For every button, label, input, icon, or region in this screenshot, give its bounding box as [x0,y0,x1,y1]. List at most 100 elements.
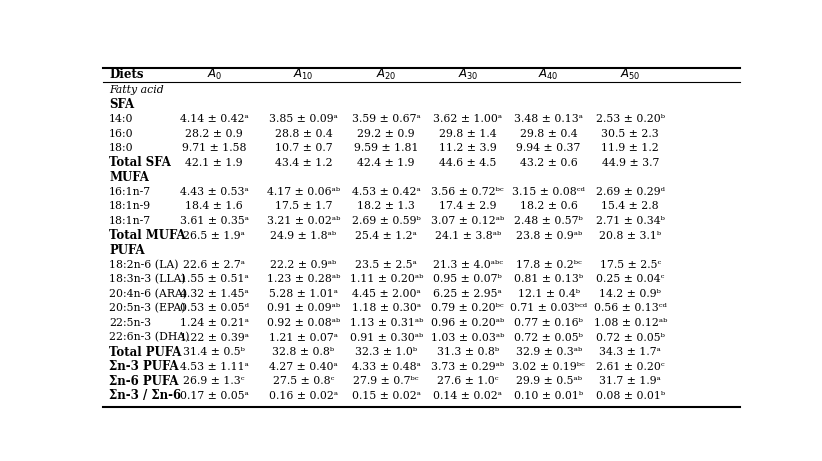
Text: Σn-3 / Σn-6: Σn-3 / Σn-6 [109,390,181,402]
Text: 0.08 ± 0.01ᵇ: 0.08 ± 0.01ᵇ [596,391,665,401]
Text: Diets: Diets [109,68,144,81]
Text: 31.3 ± 0.8ᵇ: 31.3 ± 0.8ᵇ [436,347,499,357]
Text: 0.91 ± 0.09ᵃᵇ: 0.91 ± 0.09ᵃᵇ [267,303,340,313]
Text: 32.8 ± 0.8ᵇ: 32.8 ± 0.8ᵇ [272,347,335,357]
Text: 4.32 ± 1.45ᵃ: 4.32 ± 1.45ᵃ [180,289,248,299]
Text: 3.15 ± 0.08ᶜᵈ: 3.15 ± 0.08ᶜᵈ [512,187,585,197]
Text: 22.6 ± 2.7ᵃ: 22.6 ± 2.7ᵃ [183,260,245,270]
Text: 1.24 ± 0.21ᵃ: 1.24 ± 0.21ᵃ [180,318,249,328]
Text: 31.4 ± 0.5ᵇ: 31.4 ± 0.5ᵇ [183,347,245,357]
Text: 24.9 ± 1.8ᵃᵇ: 24.9 ± 1.8ᵃᵇ [270,230,336,241]
Text: 0.72 ± 0.05ᵇ: 0.72 ± 0.05ᵇ [596,332,665,343]
Text: 0.72 ± 0.05ᵇ: 0.72 ± 0.05ᵇ [515,332,583,343]
Text: 30.5 ± 2.3: 30.5 ± 2.3 [602,129,659,139]
Text: 0.14 ± 0.02ᵃ: 0.14 ± 0.02ᵃ [433,391,502,401]
Text: 0.25 ± 0.04ᶜ: 0.25 ± 0.04ᶜ [596,274,664,284]
Text: 0.53 ± 0.05ᵈ: 0.53 ± 0.05ᵈ [180,303,249,313]
Text: 0.96 ± 0.20ᵃᵇ: 0.96 ± 0.20ᵃᵇ [432,318,505,328]
Text: 3.48 ± 0.13ᵃ: 3.48 ± 0.13ᵃ [515,114,583,124]
Text: 42.4 ± 1.9: 42.4 ± 1.9 [358,158,415,168]
Text: 4.17 ± 0.06ᵃᵇ: 4.17 ± 0.06ᵃᵇ [267,187,340,197]
Text: 4.53 ± 0.42ᵃ: 4.53 ± 0.42ᵃ [352,187,421,197]
Text: $A_{40}$: $A_{40}$ [538,67,559,83]
Text: 20:5n-3 (EPA): 20:5n-3 (EPA) [109,303,186,313]
Text: 0.10 ± 0.01ᵇ: 0.10 ± 0.01ᵇ [514,391,584,401]
Text: 11.2 ± 3.9: 11.2 ± 3.9 [439,143,496,153]
Text: 25.4 ± 1.2ᵃ: 25.4 ± 1.2ᵃ [355,230,418,241]
Text: $A_{50}$: $A_{50}$ [620,67,640,83]
Text: $A_{20}$: $A_{20}$ [376,67,396,83]
Text: 28.2 ± 0.9: 28.2 ± 0.9 [185,129,243,139]
Text: 4.43 ± 0.53ᵃ: 4.43 ± 0.53ᵃ [180,187,248,197]
Text: 6.25 ± 2.95ᵃ: 6.25 ± 2.95ᵃ [433,289,502,299]
Text: 18:3n-3 (LLA): 18:3n-3 (LLA) [109,274,186,284]
Text: 11.9 ± 1.2: 11.9 ± 1.2 [602,143,659,153]
Text: 0.81 ± 0.13ᵇ: 0.81 ± 0.13ᵇ [514,274,584,284]
Text: 32.3 ± 1.0ᵇ: 32.3 ± 1.0ᵇ [355,347,418,357]
Text: 0.92 ± 0.08ᵃᵇ: 0.92 ± 0.08ᵃᵇ [267,318,340,328]
Text: 3.73 ± 0.29ᵃᵇ: 3.73 ± 0.29ᵃᵇ [432,362,505,372]
Text: 2.71 ± 0.34ᵇ: 2.71 ± 0.34ᵇ [596,216,665,226]
Text: 0.95 ± 0.07ᵇ: 0.95 ± 0.07ᵇ [433,274,502,284]
Text: PUFA: PUFA [109,244,145,257]
Text: 14:0: 14:0 [109,114,134,124]
Text: 4.45 ± 2.00ᵃ: 4.45 ± 2.00ᵃ [352,289,421,299]
Text: 29.9 ± 0.5ᵃᵇ: 29.9 ± 0.5ᵃᵇ [515,376,582,386]
Text: 0.79 ± 0.20ᵇᶜ: 0.79 ± 0.20ᵇᶜ [432,303,504,313]
Text: 31.7 ± 1.9ᵃ: 31.7 ± 1.9ᵃ [599,376,661,386]
Text: SFA: SFA [109,98,134,111]
Text: 18.4 ± 1.6: 18.4 ± 1.6 [185,201,243,212]
Text: 16:1n-7: 16:1n-7 [109,187,151,197]
Text: 18.2 ± 0.6: 18.2 ± 0.6 [520,201,578,212]
Text: 3.07 ± 0.12ᵃᵇ: 3.07 ± 0.12ᵃᵇ [432,216,505,226]
Text: 17.5 ± 1.7: 17.5 ± 1.7 [275,201,332,212]
Text: 1.22 ± 0.39ᵃ: 1.22 ± 0.39ᵃ [180,332,249,343]
Text: 22:5n-3: 22:5n-3 [109,318,151,328]
Text: 18.2 ± 1.3: 18.2 ± 1.3 [358,201,415,212]
Text: 17.5 ± 2.5ᶜ: 17.5 ± 2.5ᶜ [599,260,661,270]
Text: 44.6 ± 4.5: 44.6 ± 4.5 [439,158,496,168]
Text: 9.94 ± 0.37: 9.94 ± 0.37 [516,143,581,153]
Text: 23.8 ± 0.9ᵃᵇ: 23.8 ± 0.9ᵃᵇ [515,230,582,241]
Text: Total SFA: Total SFA [109,156,171,169]
Text: 3.61 ± 0.35ᵃ: 3.61 ± 0.35ᵃ [180,216,249,226]
Text: 29.8 ± 0.4: 29.8 ± 0.4 [520,129,578,139]
Text: 21.3 ± 4.0ᵃᵇᶜ: 21.3 ± 4.0ᵃᵇᶜ [432,260,503,270]
Text: 1.23 ± 0.28ᵃᵇ: 1.23 ± 0.28ᵃᵇ [266,274,340,284]
Text: 43.4 ± 1.2: 43.4 ± 1.2 [275,158,332,168]
Text: 0.71 ± 0.03ᵇᶜᵈ: 0.71 ± 0.03ᵇᶜᵈ [510,303,587,313]
Text: 18:2n-6 (LA): 18:2n-6 (LA) [109,260,178,270]
Text: 20:4n-6 (ARA): 20:4n-6 (ARA) [109,289,187,299]
Text: 29.2 ± 0.9: 29.2 ± 0.9 [358,129,415,139]
Text: 15.4 ± 2.8: 15.4 ± 2.8 [602,201,659,212]
Text: 22:6n-3 (DHA): 22:6n-3 (DHA) [109,332,190,343]
Text: Fatty acid: Fatty acid [109,85,164,95]
Text: 22.2 ± 0.9ᵃᵇ: 22.2 ± 0.9ᵃᵇ [270,260,336,270]
Text: 2.61 ± 0.20ᶜ: 2.61 ± 0.20ᶜ [596,362,664,372]
Text: 34.3 ± 1.7ᵃ: 34.3 ± 1.7ᵃ [599,347,661,357]
Text: 1.11 ± 0.20ᵃᵇ: 1.11 ± 0.20ᵃᵇ [349,274,423,284]
Text: 3.85 ± 0.09ᵃ: 3.85 ± 0.09ᵃ [269,114,338,124]
Text: 10.7 ± 0.7: 10.7 ± 0.7 [275,143,332,153]
Text: 17.8 ± 0.2ᵇᶜ: 17.8 ± 0.2ᵇᶜ [516,260,581,270]
Text: 2.69 ± 0.59ᵇ: 2.69 ± 0.59ᵇ [352,216,421,226]
Text: 1.21 ± 0.07ᵃ: 1.21 ± 0.07ᵃ [269,332,338,343]
Text: 12.1 ± 0.4ᵇ: 12.1 ± 0.4ᵇ [518,289,580,299]
Text: 0.56 ± 0.13ᶜᵈ: 0.56 ± 0.13ᶜᵈ [593,303,667,313]
Text: 4.33 ± 0.48ᵃ: 4.33 ± 0.48ᵃ [352,362,421,372]
Text: 24.1 ± 3.8ᵃᵇ: 24.1 ± 3.8ᵃᵇ [435,230,501,241]
Text: 2.69 ± 0.29ᵈ: 2.69 ± 0.29ᵈ [596,187,665,197]
Text: 29.8 ± 1.4: 29.8 ± 1.4 [439,129,496,139]
Text: $A_0$: $A_0$ [206,67,222,83]
Text: 4.53 ± 1.11ᵃ: 4.53 ± 1.11ᵃ [180,362,249,372]
Text: 28.8 ± 0.4: 28.8 ± 0.4 [275,129,332,139]
Text: 4.14 ± 0.42ᵃ: 4.14 ± 0.42ᵃ [180,114,248,124]
Text: MUFA: MUFA [109,171,149,184]
Text: 4.27 ± 0.40ᵃ: 4.27 ± 0.40ᵃ [269,362,338,372]
Text: 18:1n-9: 18:1n-9 [109,201,151,212]
Text: 1.03 ± 0.03ᵃᵇ: 1.03 ± 0.03ᵃᵇ [431,332,505,343]
Text: 26.9 ± 1.3ᶜ: 26.9 ± 1.3ᶜ [183,376,245,386]
Text: 3.62 ± 1.00ᵃ: 3.62 ± 1.00ᵃ [433,114,502,124]
Text: 42.1 ± 1.9: 42.1 ± 1.9 [186,158,243,168]
Text: 27.6 ± 1.0ᶜ: 27.6 ± 1.0ᶜ [437,376,498,386]
